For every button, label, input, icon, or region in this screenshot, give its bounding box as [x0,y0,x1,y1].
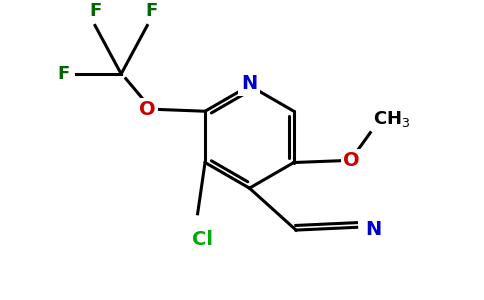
Text: F: F [57,65,70,83]
Text: O: O [139,100,155,119]
Text: O: O [343,151,360,170]
Text: F: F [146,2,158,20]
Text: Cl: Cl [192,230,213,249]
Text: N: N [365,220,381,239]
Text: N: N [242,74,257,93]
Text: F: F [89,2,101,20]
Text: CH$_3$: CH$_3$ [373,109,410,129]
